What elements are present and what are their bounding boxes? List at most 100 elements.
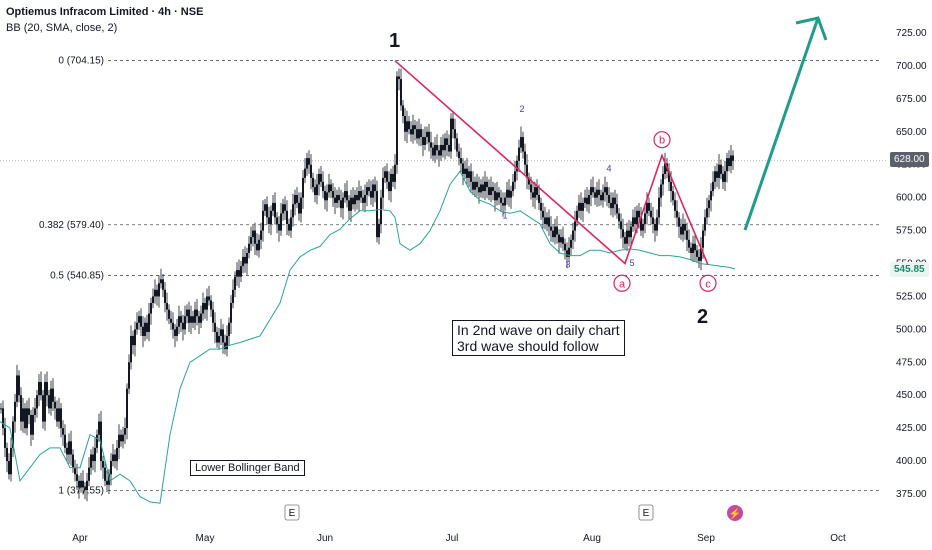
candle-body — [130, 335, 132, 363]
candle-body — [490, 187, 492, 196]
candle-body — [46, 382, 48, 396]
candle-body — [402, 105, 404, 116]
candle-body — [96, 434, 98, 448]
candle-body — [66, 447, 68, 455]
candle-body — [40, 382, 42, 396]
candle-body — [484, 181, 486, 192]
candle-body — [98, 421, 100, 435]
candle-body — [634, 217, 636, 224]
candle-body — [482, 184, 484, 192]
band-price-tag: 545.85 — [890, 262, 929, 277]
candle-body — [378, 223, 380, 238]
candle-body — [324, 191, 326, 201]
candle-body — [348, 200, 350, 211]
candle-body — [108, 474, 110, 485]
candle-body — [106, 480, 108, 485]
candle-body — [390, 173, 392, 192]
wave-2-label: 2 — [697, 306, 709, 328]
candle-body — [396, 76, 398, 165]
candle-body — [376, 191, 378, 238]
candle-body — [188, 309, 190, 323]
candle-body — [248, 243, 250, 253]
candle-body — [578, 202, 580, 211]
candle-body — [190, 316, 192, 323]
candle-body — [330, 184, 332, 192]
candle-body — [20, 395, 22, 422]
candle-body — [240, 266, 242, 277]
candle-body — [542, 210, 544, 218]
candle-body — [138, 316, 140, 323]
candle-body — [332, 191, 334, 198]
x-tick-label: May — [196, 533, 215, 544]
candle-body — [344, 191, 346, 198]
candle-body — [406, 121, 408, 132]
candle-body — [82, 480, 84, 488]
candle-body — [210, 300, 212, 310]
candle-body — [654, 223, 656, 231]
candle-body — [232, 289, 234, 304]
candle-body — [662, 173, 664, 185]
candle-body — [336, 195, 338, 203]
candle-body — [158, 283, 160, 297]
candle-body — [244, 256, 246, 264]
candle-body — [410, 129, 412, 135]
analysis-note: In 2nd wave on daily chart 3rd wave shou… — [452, 320, 625, 356]
candle-body — [48, 395, 50, 409]
candle-body — [620, 221, 622, 230]
candle-body — [516, 160, 518, 172]
candle-body — [540, 202, 542, 211]
candle-body — [678, 217, 680, 227]
candle-body — [730, 155, 732, 167]
candle-body — [590, 187, 592, 196]
candle-body — [230, 303, 232, 323]
candle-body — [256, 243, 258, 251]
candle-body — [32, 414, 34, 435]
abc-circle — [699, 274, 717, 292]
candle-body — [224, 342, 226, 350]
candle-body — [528, 177, 530, 185]
candle-body — [398, 76, 400, 80]
chart-title: Optiemus Infracom Limited · 4h · NSE — [6, 6, 204, 18]
candle-body — [708, 200, 710, 209]
candle-body — [192, 316, 194, 323]
y-tick-label: 525.00 — [896, 291, 927, 302]
candle-body — [438, 150, 440, 156]
candle-body — [464, 168, 466, 174]
candle-body — [460, 158, 462, 164]
x-tick-label: Jun — [317, 533, 333, 544]
candle-body — [600, 195, 602, 201]
candle-body — [710, 191, 712, 201]
candle-body — [724, 171, 726, 182]
candle-body — [262, 210, 264, 231]
candle-body — [524, 151, 526, 165]
candle-body — [218, 335, 220, 343]
candle-body — [12, 421, 14, 448]
candle-body — [42, 395, 44, 422]
candle-body — [242, 256, 244, 267]
current-price-tag: 628.00 — [890, 152, 929, 167]
y-tick-label: 450.00 — [896, 390, 927, 401]
candle-body — [458, 151, 460, 159]
candle-body — [318, 173, 320, 185]
candle-body — [630, 226, 632, 238]
candle-body — [602, 192, 604, 201]
candle-body — [142, 326, 144, 336]
candle-body — [310, 164, 312, 178]
y-tick-label: 425.00 — [896, 423, 927, 434]
candle-body — [572, 230, 574, 240]
candle-body — [584, 197, 586, 203]
candle-body — [278, 223, 280, 231]
candle-body — [560, 237, 562, 243]
candle-body — [646, 202, 648, 214]
candle-body — [334, 197, 336, 203]
candle-body — [502, 202, 504, 206]
candle-body — [94, 447, 96, 462]
candle-body — [442, 144, 444, 151]
candle-body — [500, 197, 502, 203]
candle-body — [728, 158, 730, 167]
candle-body — [134, 329, 136, 346]
x-tick-label: Aug — [583, 533, 601, 544]
candle-body — [648, 202, 650, 211]
candle-body — [296, 195, 298, 203]
